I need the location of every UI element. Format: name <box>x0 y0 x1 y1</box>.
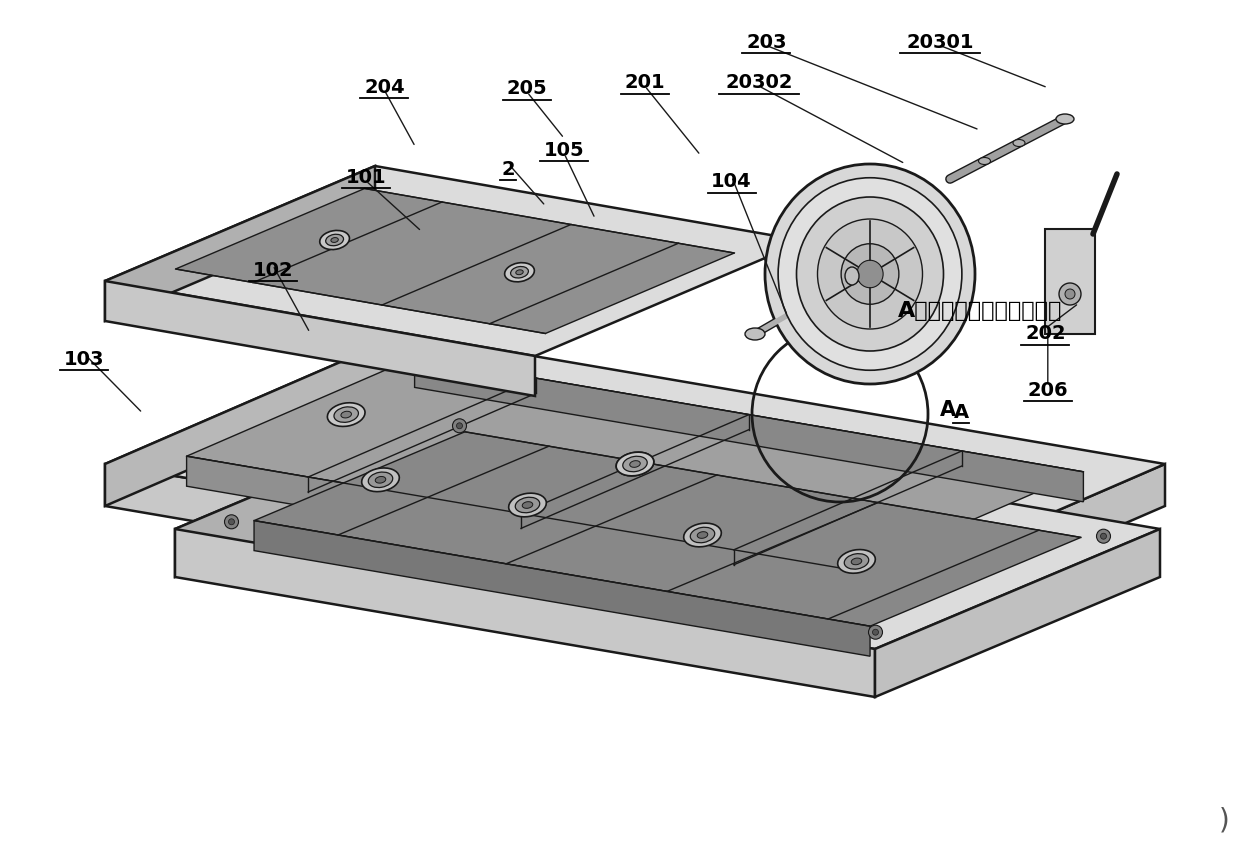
Ellipse shape <box>511 268 528 279</box>
Circle shape <box>456 424 463 430</box>
Polygon shape <box>254 521 870 657</box>
Ellipse shape <box>765 165 975 385</box>
Ellipse shape <box>841 245 899 305</box>
Polygon shape <box>254 432 1081 626</box>
Ellipse shape <box>838 550 875 574</box>
Ellipse shape <box>362 468 399 492</box>
Text: A: A <box>954 403 968 421</box>
Ellipse shape <box>622 457 647 472</box>
Text: A处车轮模块的爆炸示意图: A处车轮模块的爆炸示意图 <box>898 300 1061 321</box>
Polygon shape <box>175 409 460 577</box>
Ellipse shape <box>697 532 708 538</box>
Ellipse shape <box>779 179 962 371</box>
Text: 105: 105 <box>544 141 584 160</box>
Polygon shape <box>105 167 805 356</box>
Text: 101: 101 <box>346 168 386 187</box>
Ellipse shape <box>796 197 944 352</box>
FancyBboxPatch shape <box>1045 230 1095 334</box>
Circle shape <box>873 630 878 636</box>
Polygon shape <box>105 334 1166 594</box>
Ellipse shape <box>857 261 883 289</box>
Text: A: A <box>940 399 956 419</box>
Ellipse shape <box>508 494 547 517</box>
Polygon shape <box>875 529 1159 697</box>
Ellipse shape <box>630 461 640 468</box>
Ellipse shape <box>522 502 533 509</box>
Text: 205: 205 <box>507 79 547 98</box>
Polygon shape <box>105 334 405 506</box>
Text: 20302: 20302 <box>725 73 792 92</box>
Circle shape <box>453 419 466 433</box>
Polygon shape <box>414 358 1084 502</box>
Text: 204: 204 <box>365 78 404 96</box>
Ellipse shape <box>320 231 350 251</box>
Circle shape <box>868 625 883 640</box>
Circle shape <box>1096 529 1111 544</box>
Text: 202: 202 <box>1025 324 1065 343</box>
Ellipse shape <box>630 461 640 468</box>
Polygon shape <box>175 529 875 697</box>
Ellipse shape <box>1013 140 1025 148</box>
Circle shape <box>228 519 234 525</box>
Ellipse shape <box>817 219 923 330</box>
Ellipse shape <box>516 270 523 275</box>
Ellipse shape <box>851 559 862 565</box>
Text: 104: 104 <box>712 172 751 191</box>
Polygon shape <box>105 464 866 636</box>
Ellipse shape <box>327 403 365 427</box>
Ellipse shape <box>334 408 358 423</box>
Text: ): ) <box>1219 806 1230 834</box>
Ellipse shape <box>1056 115 1074 125</box>
Text: 201: 201 <box>625 73 665 92</box>
Ellipse shape <box>978 159 991 165</box>
Polygon shape <box>105 167 374 322</box>
Polygon shape <box>186 358 1084 571</box>
Polygon shape <box>175 409 1159 649</box>
Ellipse shape <box>844 268 859 285</box>
Ellipse shape <box>616 452 653 476</box>
Ellipse shape <box>691 528 714 543</box>
Text: 206: 206 <box>1028 381 1068 399</box>
Ellipse shape <box>745 328 765 341</box>
Ellipse shape <box>1065 289 1075 300</box>
Ellipse shape <box>505 263 534 283</box>
Ellipse shape <box>844 554 869 570</box>
Text: 2: 2 <box>502 160 515 178</box>
Ellipse shape <box>622 457 647 472</box>
Text: 102: 102 <box>253 261 293 279</box>
Ellipse shape <box>331 238 339 243</box>
Ellipse shape <box>616 452 653 476</box>
Ellipse shape <box>683 523 722 547</box>
Ellipse shape <box>376 477 386 484</box>
Text: 203: 203 <box>746 33 786 51</box>
Ellipse shape <box>1059 284 1081 306</box>
Polygon shape <box>105 282 534 397</box>
Ellipse shape <box>516 498 539 513</box>
Polygon shape <box>866 464 1166 636</box>
Ellipse shape <box>368 473 393 488</box>
Ellipse shape <box>341 412 351 419</box>
Circle shape <box>224 515 238 529</box>
Polygon shape <box>186 457 856 601</box>
Ellipse shape <box>326 235 343 246</box>
Polygon shape <box>176 189 734 334</box>
Circle shape <box>1101 533 1106 539</box>
Text: 103: 103 <box>64 349 104 368</box>
Text: 20301: 20301 <box>906 33 973 51</box>
